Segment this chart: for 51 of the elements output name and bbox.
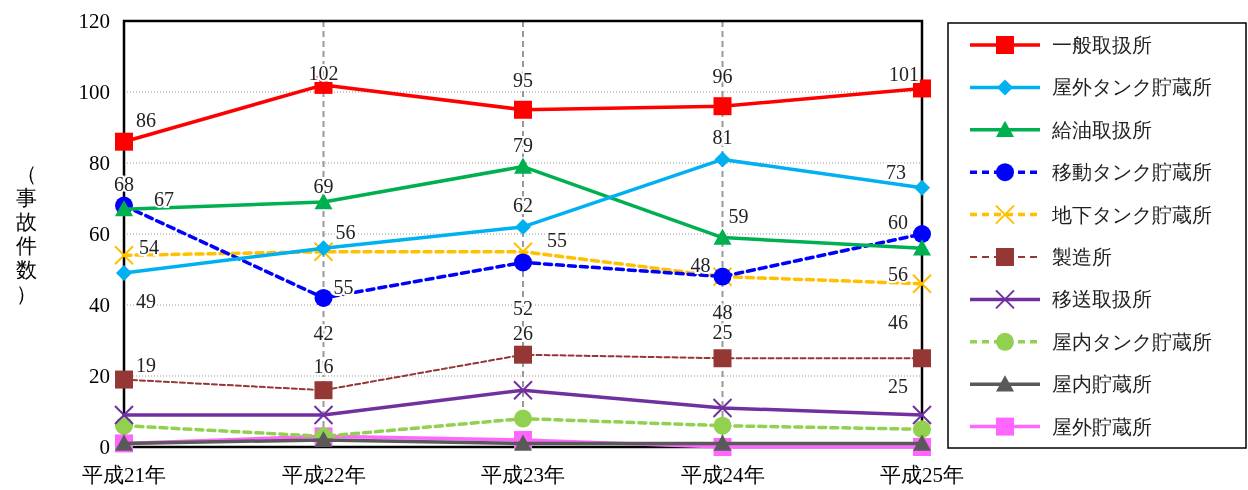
x-tick-label: 平成23年: [481, 463, 565, 487]
data-label: 95: [513, 68, 533, 91]
data-label: 52: [513, 297, 533, 320]
data-label: 54: [139, 236, 159, 259]
data-label: 46: [888, 310, 908, 333]
legend-label: 屋外タンク貯蔵所: [1052, 76, 1212, 99]
legend-label: 一般取扱所: [1052, 34, 1152, 56]
data-label: 62: [513, 193, 533, 216]
data-label: 69: [313, 175, 334, 198]
data-label: 48: [690, 253, 711, 276]
data-label: 55: [333, 275, 354, 298]
legend-label: 屋外貯蔵所: [1052, 415, 1152, 438]
data-label: 48: [712, 300, 733, 323]
data-label: 26: [513, 321, 533, 344]
data-label: 96: [712, 65, 733, 88]
y-tick-label: 40: [89, 293, 110, 317]
legend-label: 移動タンク貯蔵所: [1052, 161, 1212, 184]
y-tick-label: 0: [99, 435, 110, 459]
y-tick-label: 60: [89, 222, 110, 246]
y-tick-label: 100: [78, 80, 110, 104]
data-label: 73: [886, 160, 906, 183]
data-label: 55: [547, 228, 567, 251]
legend-label: 屋内タンク貯蔵所: [1052, 330, 1212, 353]
data-label: 60: [888, 211, 908, 233]
x-tick-label: 平成24年: [680, 463, 765, 487]
data-label: 67: [154, 188, 174, 211]
data-label: 49: [136, 290, 156, 313]
data-label: 56: [888, 263, 908, 286]
y-tick-label: 20: [89, 364, 110, 388]
x-tick-label: 平成21年: [82, 463, 166, 487]
data-label: 81: [712, 126, 733, 149]
y-tick-label: 120: [78, 9, 110, 33]
y-axis-title: （事故件数）: [15, 162, 37, 306]
data-label: 25: [888, 375, 908, 398]
x-tick-label: 平成22年: [281, 463, 366, 487]
data-label: 59: [728, 204, 749, 227]
legend-label: 製造所: [1052, 246, 1112, 268]
x-tick-label: 平成25年: [880, 463, 964, 487]
data-label: 56: [335, 221, 356, 244]
legend-label: 地下タンク貯蔵所: [1051, 203, 1212, 226]
data-label: 16: [313, 355, 334, 378]
y-tick-label: 80: [89, 151, 110, 175]
data-label: 101: [889, 63, 919, 86]
legend-label: 給油取扱所: [1051, 118, 1152, 141]
data-label: 19: [136, 353, 156, 376]
legend-label: 屋内貯蔵所: [1052, 373, 1152, 396]
data-label: 25: [712, 321, 733, 344]
data-label: 79: [513, 133, 533, 156]
data-label: 42: [313, 321, 334, 344]
legend-label: 移送取扱所: [1052, 288, 1152, 311]
data-label: 86: [136, 108, 156, 131]
